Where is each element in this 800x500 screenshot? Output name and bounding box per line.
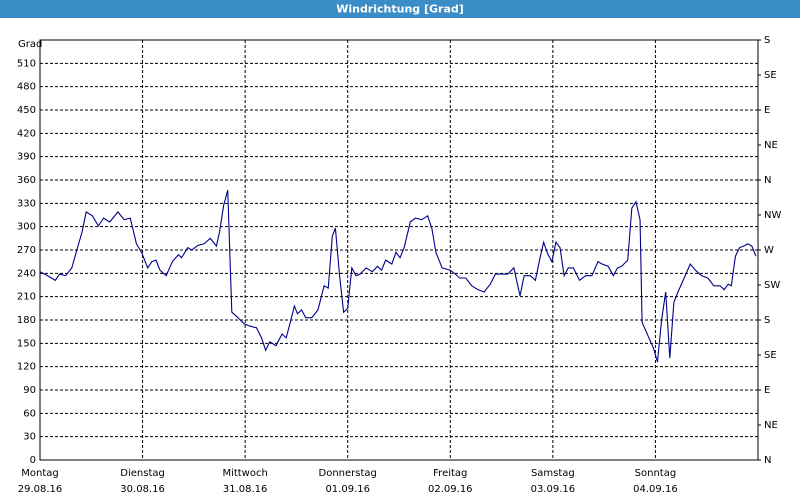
y-axis-label: Grad xyxy=(18,39,42,50)
y2-tick-label: E xyxy=(764,105,770,116)
y2-tick-label: NE xyxy=(764,140,778,151)
y2-tick-label: W xyxy=(764,245,774,256)
y-tick-label: 420 xyxy=(17,128,36,139)
y2-tick-label: N xyxy=(764,175,771,186)
y2-tick-label: SW xyxy=(764,280,780,291)
x-tick-date: 03.09.16 xyxy=(531,484,576,495)
y-tick-label: 300 xyxy=(17,222,36,233)
x-tick-label: Donnerstag xyxy=(319,468,377,479)
x-tick-label: Samstag xyxy=(531,468,575,479)
y2-tick-label: N xyxy=(764,455,771,466)
y2-tick-label: S xyxy=(764,315,770,326)
y2-tick-label: NW xyxy=(764,210,781,221)
y2-tick-label: NE xyxy=(764,420,778,431)
y-tick-label: 180 xyxy=(17,315,36,326)
chart-title: Windrichtung [Grad] xyxy=(336,3,464,16)
x-tick-label: Mittwoch xyxy=(222,468,267,479)
x-tick-date: 04.09.16 xyxy=(633,484,678,495)
y-tick-label: 270 xyxy=(17,245,36,256)
y-tick-label: 450 xyxy=(17,105,36,116)
y-tick-label: 240 xyxy=(17,268,36,279)
x-tick-date: 02.09.16 xyxy=(428,484,473,495)
x-tick-date: 29.08.16 xyxy=(18,484,63,495)
x-tick-label: Sonntag xyxy=(635,468,677,479)
y-tick-label: 330 xyxy=(17,198,36,209)
y-tick-label: 510 xyxy=(17,58,36,69)
x-tick-date: 31.08.16 xyxy=(223,484,268,495)
y-tick-label: 210 xyxy=(17,292,36,303)
y2-tick-label: SE xyxy=(764,350,777,361)
y2-tick-label: S xyxy=(764,35,770,46)
y-tick-label: 150 xyxy=(17,338,36,349)
y2-tick-label: SE xyxy=(764,70,777,81)
x-tick-label: Freitag xyxy=(433,468,467,479)
y-tick-label: 480 xyxy=(17,82,36,93)
y2-tick-label: E xyxy=(764,385,770,396)
y-tick-label: 120 xyxy=(17,362,36,373)
data-line xyxy=(39,189,757,363)
y-tick-label: 360 xyxy=(17,175,36,186)
x-tick-label: Montag xyxy=(21,468,58,479)
y-tick-label: 30 xyxy=(23,432,36,443)
title-bar xyxy=(0,0,800,18)
y-tick-label: 60 xyxy=(23,408,36,419)
x-tick-date: 30.08.16 xyxy=(120,484,165,495)
y-tick-label: 0 xyxy=(30,455,36,466)
x-tick-date: 01.09.16 xyxy=(325,484,370,495)
y-tick-label: 390 xyxy=(17,152,36,163)
y-tick-label: 90 xyxy=(23,385,36,396)
x-tick-label: Dienstag xyxy=(120,468,165,479)
